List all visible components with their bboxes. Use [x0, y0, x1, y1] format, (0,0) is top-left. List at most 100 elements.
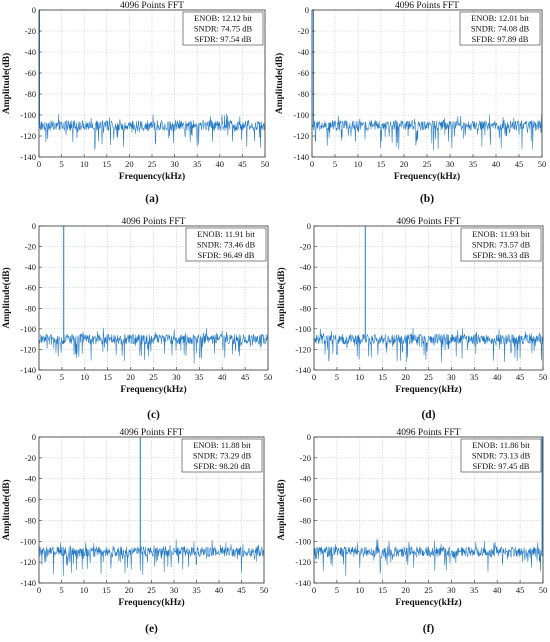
y-tick-label: -80 [25, 89, 36, 99]
x-tick-label: 10 [80, 159, 89, 169]
fft-panel: 0 5 10 15 20 25 30 35 40 45 50 0 -20 -40 -60 -80 -100 -12… [1, 217, 272, 421]
chart-title: 4096 Points FFT [395, 1, 459, 11]
metric-text: SNDR: 73.46 dB [197, 240, 256, 250]
x-tick-label: 10 [80, 585, 89, 595]
x-tick-label: 0 [37, 159, 41, 169]
y-tick-label: -60 [25, 283, 36, 293]
x-tick-label: 40 [493, 585, 502, 595]
x-tick-label: 5 [335, 372, 339, 382]
y-tick-label: -120 [20, 557, 36, 567]
y-tick-label: -60 [25, 68, 36, 78]
x-tick-label: 25 [423, 159, 432, 169]
panel-caption: (f) [423, 623, 435, 635]
spectrum-line [311, 114, 543, 151]
x-tick-label: 5 [335, 585, 339, 595]
y-tick-label: -60 [300, 283, 311, 293]
x-tick-label: 5 [59, 159, 63, 169]
fft-panel: 0 5 10 15 20 25 30 35 40 45 50 0 -20 -40 -60 -80 -100 -12… [1, 428, 268, 635]
y-axis-label: Amplitude(dB) [1, 53, 12, 114]
x-tick-label: 0 [37, 372, 41, 382]
metric-text: SFDR: 97.54 dB [195, 34, 252, 44]
x-tick-label: 45 [241, 372, 250, 382]
x-tick-label: 50 [539, 372, 548, 382]
x-tick-label: 50 [539, 585, 548, 595]
metric-text: ENOB: 11.91 bit [197, 229, 255, 239]
panel-caption: (e) [145, 623, 158, 635]
panel-caption: (b) [420, 193, 434, 205]
x-tick-label: 50 [261, 159, 270, 169]
metric-text: SNDR: 73.13 dB [472, 451, 531, 461]
x-tick-label: 5 [60, 372, 64, 382]
y-tick-label: -20 [25, 242, 36, 252]
y-tick-label: 0 [305, 5, 309, 15]
y-tick-label: -120 [295, 557, 311, 567]
x-tick-label: 5 [59, 585, 63, 595]
fft-panel: 0 5 10 15 20 25 30 35 40 45 50 0 -20 -40 -60 -80 -100 -12… [274, 1, 546, 205]
x-tick-label: 20 [401, 585, 410, 595]
x-tick-label: 30 [170, 585, 179, 595]
metrics-box [182, 11, 264, 46]
x-tick-label: 40 [216, 159, 225, 169]
y-tick-label: 0 [32, 221, 36, 231]
x-tick-label: 50 [538, 159, 547, 169]
x-tick-label: 35 [470, 372, 479, 382]
metric-text: SNDR: 74.08 dB [471, 24, 530, 34]
metrics-box [185, 227, 267, 262]
y-tick-label: -120 [20, 131, 36, 141]
spectrum-line [313, 539, 544, 576]
metric-text: SFDR: 97.45 dB [473, 461, 530, 471]
x-tick-label: 30 [446, 159, 455, 169]
metrics-box [460, 227, 542, 262]
x-tick-label: 15 [378, 372, 387, 382]
x-tick-label: 30 [447, 585, 456, 595]
y-tick-label: -40 [25, 47, 36, 57]
fft-panel: 0 5 10 15 20 25 30 35 40 45 50 0 -20 -40 -60 -80 -100 -12… [276, 217, 547, 421]
y-tick-label: -60 [25, 495, 36, 505]
x-tick-label: 0 [310, 159, 314, 169]
y-tick-label: -20 [300, 242, 311, 252]
x-tick-label: 20 [400, 159, 409, 169]
y-tick-label: 0 [32, 432, 36, 442]
y-tick-label: -40 [300, 262, 311, 272]
y-tick-label: -80 [25, 303, 36, 313]
x-tick-label: 35 [195, 372, 204, 382]
y-tick-label: -120 [293, 131, 309, 141]
x-tick-label: 15 [103, 372, 112, 382]
x-tick-label: 10 [356, 585, 365, 595]
y-tick-label: -60 [300, 495, 311, 505]
fft-panel: 0 5 10 15 20 25 30 35 40 45 50 0 -20 -40 -60 -80 -100 -12… [1, 1, 269, 205]
fft-panel: 0 5 10 15 20 25 30 35 40 45 50 0 -20 -40 -60 -80 -100 -12… [276, 428, 547, 635]
y-tick-label: -140 [20, 365, 36, 375]
y-tick-label: -120 [20, 344, 36, 354]
chart-title: 4096 Points FFT [122, 217, 186, 227]
metric-text: ENOB: 11.93 bit [472, 229, 530, 239]
x-tick-label: 10 [356, 372, 365, 382]
x-tick-label: 20 [401, 372, 410, 382]
metric-text: SFDR: 97.89 dB [472, 34, 529, 44]
x-axis-label: Frequency(kHz) [394, 171, 460, 182]
y-tick-label: -40 [25, 474, 36, 484]
chart-title: 4096 Points FFT [120, 428, 184, 438]
spectrum-line [38, 539, 265, 577]
x-tick-label: 35 [193, 159, 202, 169]
x-tick-label: 40 [492, 159, 501, 169]
x-tick-label: 35 [192, 585, 201, 595]
y-tick-label: -60 [298, 68, 309, 78]
x-tick-label: 45 [237, 585, 246, 595]
x-axis-label: Frequency(kHz) [120, 384, 186, 395]
y-tick-label: -120 [295, 344, 311, 354]
y-tick-label: 0 [307, 432, 311, 442]
x-tick-label: 40 [493, 372, 502, 382]
y-tick-label: -100 [293, 110, 309, 120]
metric-text: SFDR: 98.33 dB [473, 250, 530, 260]
x-tick-label: 20 [126, 372, 135, 382]
y-tick-label: -40 [300, 474, 311, 484]
x-tick-label: 25 [147, 585, 156, 595]
x-tick-label: 25 [148, 159, 157, 169]
x-tick-label: 30 [170, 159, 179, 169]
y-tick-label: -140 [20, 152, 36, 162]
x-tick-label: 10 [81, 372, 90, 382]
chart-title: 4096 Points FFT [397, 428, 461, 438]
y-tick-label: -40 [25, 262, 36, 272]
x-tick-label: 10 [354, 159, 363, 169]
